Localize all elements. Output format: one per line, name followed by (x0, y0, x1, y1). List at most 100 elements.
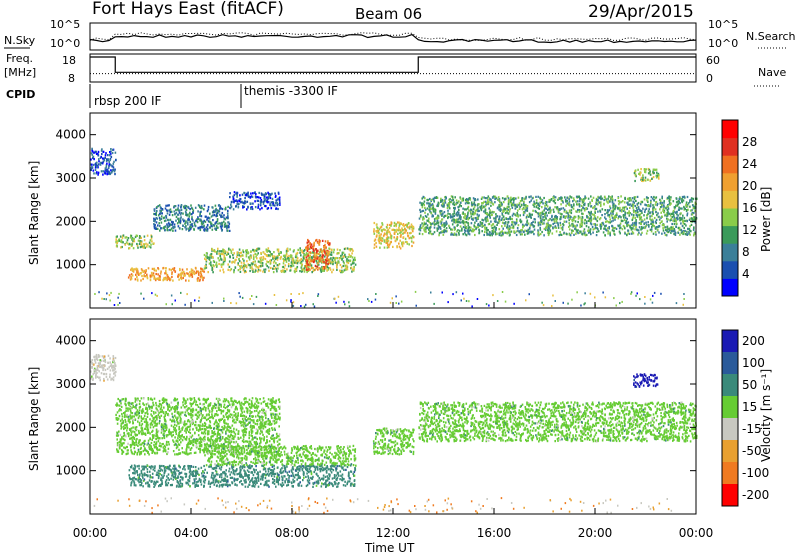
scatter-cell (584, 202, 586, 205)
scatter-cell (290, 299, 292, 302)
scatter-cell (530, 199, 532, 202)
scatter-cell (316, 265, 319, 268)
scatter-cell (115, 159, 117, 162)
scatter-cell (673, 206, 676, 209)
scatter-cell (631, 230, 634, 233)
scatter-cell (663, 211, 666, 214)
scatter-cell (171, 275, 173, 278)
scatter-cell (443, 229, 445, 232)
scatter-cell (92, 169, 95, 172)
scatter-cell (226, 227, 228, 230)
scatter-cell (571, 219, 573, 222)
scatter-cell (453, 218, 455, 221)
scatter-cell (254, 260, 256, 263)
scatter-cell (197, 216, 199, 219)
scatter-cell (634, 210, 637, 213)
scatter-cell (428, 208, 431, 211)
scatter-cell (570, 196, 573, 199)
scatter-cell (209, 421, 212, 424)
scatter-cell (492, 203, 495, 206)
scatter-cell (496, 300, 499, 302)
scatter-cell (224, 223, 226, 226)
scatter-cell (641, 227, 643, 230)
scatter-cell (519, 200, 522, 203)
scatter-cell (238, 248, 241, 251)
scatter-cell (464, 214, 466, 217)
scatter-cell (224, 218, 227, 221)
scatter-cell (602, 223, 605, 226)
scatter-cell (653, 291, 656, 294)
scatter-cell (134, 418, 137, 421)
scatter-cell (107, 361, 109, 364)
scatter-cell (104, 360, 107, 364)
scatter-cell (214, 250, 216, 253)
scatter-cell (511, 217, 513, 220)
scatter-cell (380, 236, 383, 239)
scatter-cell (626, 225, 628, 228)
scatter-cell (367, 298, 369, 301)
scatter-cell (172, 425, 175, 428)
scatter-cell (95, 368, 97, 371)
scatter-cell (472, 197, 475, 200)
scatter-cell (465, 208, 468, 211)
scatter-cell (220, 263, 222, 266)
scatter-cell (529, 224, 532, 227)
scatter-cell (304, 265, 306, 268)
scatter-cell (96, 358, 99, 361)
scatter-cell (552, 208, 555, 211)
scatter-cell (240, 261, 243, 264)
scatter-cell (332, 268, 335, 271)
scatter-cell (541, 222, 544, 225)
scatter-cell (618, 203, 620, 206)
scatter-cell (462, 233, 464, 236)
scatter-cell (216, 264, 218, 267)
scatter-cell (586, 207, 589, 210)
scatter-cell (459, 203, 461, 206)
scatter-cell (645, 204, 648, 207)
scatter-cell (373, 243, 376, 246)
scatter-cell (211, 415, 214, 418)
scatter-cell (655, 174, 658, 177)
scatter-cell (193, 223, 196, 226)
scatter-cell (190, 268, 193, 271)
scatter-cell (439, 231, 442, 234)
scatter-cell (180, 277, 183, 281)
scatter-cell (456, 224, 458, 227)
scatter-cell (532, 230, 534, 233)
scatter-cell (171, 272, 173, 275)
scatter-cell (338, 257, 341, 260)
scatter-cell (507, 208, 510, 211)
scatter-cell (273, 255, 276, 258)
scatter-cell (419, 208, 421, 211)
scatter-cell (465, 214, 468, 218)
scatter-cell (443, 199, 446, 202)
scatter-cell (692, 228, 695, 231)
scatter-cell (462, 197, 465, 200)
scatter-cell (217, 210, 220, 213)
scatter-cell (215, 227, 217, 230)
scatter-cell (154, 218, 156, 221)
scatter-cell (532, 220, 534, 223)
scatter-cell (239, 267, 241, 271)
scatter-cell (305, 258, 307, 261)
scatter-cell (532, 196, 534, 199)
scatter-cell (303, 267, 306, 270)
scatter-cell (650, 219, 652, 222)
scatter-cell (499, 201, 501, 204)
scatter-cell (518, 204, 520, 207)
scatter-cell (611, 195, 613, 198)
scatter-cell (621, 228, 624, 231)
scatter-cell (91, 362, 94, 366)
scatter-cell (611, 216, 614, 219)
scatter-cell (185, 408, 188, 411)
scatter-cell (489, 198, 491, 201)
scatter-cell (656, 204, 658, 207)
scatter-cell (153, 225, 156, 228)
scatter-cell (454, 219, 457, 222)
scatter-cell (398, 245, 401, 248)
scatter-cell (672, 219, 674, 222)
scatter-cell (632, 206, 634, 209)
scatter-cell (257, 199, 260, 202)
scatter-cell (98, 158, 100, 161)
scatter-cell (169, 211, 172, 214)
